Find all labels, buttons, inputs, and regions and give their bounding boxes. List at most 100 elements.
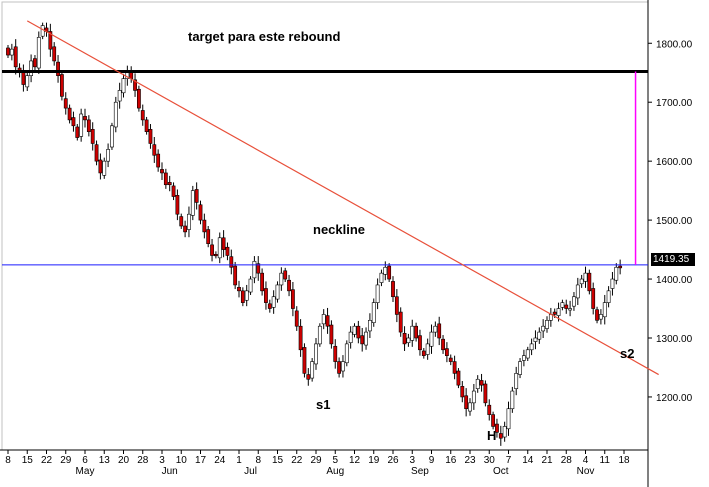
candle-body — [221, 237, 226, 250]
candle-body — [510, 390, 515, 410]
candle-body — [198, 204, 203, 221]
candle-body — [229, 256, 234, 268]
x-tick-label: 29 — [60, 455, 72, 466]
candle-body — [333, 345, 338, 362]
candle-body — [398, 311, 403, 333]
x-tick-label: 30 — [484, 455, 496, 466]
candle-body — [606, 290, 611, 303]
x-tick-label: 4 — [583, 455, 589, 466]
month-label: Oct — [493, 466, 509, 477]
candle-body — [13, 46, 18, 68]
candle-body — [402, 332, 407, 345]
candle-body — [418, 335, 422, 351]
x-tick-label: 1 — [236, 455, 242, 466]
x-tick-label: 19 — [368, 455, 380, 466]
candle-body — [160, 169, 164, 174]
candle-body — [325, 315, 330, 327]
candle-body — [475, 378, 480, 389]
candle-body — [360, 335, 365, 345]
candle-body — [225, 246, 230, 256]
candle-body — [248, 278, 253, 293]
candle-body — [556, 308, 561, 316]
candle-body — [529, 343, 534, 351]
candle-body — [310, 361, 315, 379]
candle-body — [483, 383, 488, 404]
candle-body — [190, 190, 195, 216]
candle-body — [348, 331, 353, 344]
month-label: Aug — [326, 466, 344, 477]
candle-body — [56, 61, 60, 76]
candle-body — [240, 290, 245, 303]
x-tick-label: 29 — [310, 455, 322, 466]
candle-body — [514, 373, 519, 389]
candle-body — [171, 185, 176, 197]
candle-body — [575, 284, 580, 299]
candle-body — [352, 325, 357, 335]
trendline — [26, 20, 659, 376]
candle-body — [460, 386, 465, 398]
candle-body — [444, 348, 449, 356]
candle-body — [406, 337, 411, 344]
candle-body — [375, 284, 380, 303]
x-tick-label: 15 — [272, 455, 284, 466]
x-tick-label: 28 — [561, 455, 573, 466]
candle-body — [237, 287, 241, 292]
x-tick-label: 24 — [214, 455, 226, 466]
candle-body — [583, 272, 588, 282]
x-tick-label: 13 — [99, 455, 111, 466]
x-tick-label: 7 — [506, 455, 512, 466]
candle-body — [495, 423, 499, 433]
x-tick-label: 12 — [349, 455, 361, 466]
candle-body — [175, 195, 180, 215]
candle-body — [29, 60, 34, 76]
candle-body — [383, 266, 388, 275]
candle-body — [437, 323, 442, 339]
candle-body — [210, 244, 214, 256]
candle-body — [502, 426, 507, 438]
month-label: Jul — [244, 466, 257, 477]
x-tick-label: 14 — [522, 455, 534, 466]
y-tick-label: 1400.00 — [656, 275, 693, 286]
candle-body — [233, 265, 238, 286]
candle-body — [298, 325, 303, 351]
x-tick-label: 9 — [429, 455, 435, 466]
candle-body — [260, 272, 265, 292]
candle-body — [429, 331, 434, 347]
candle-body — [36, 37, 41, 69]
candle-body — [579, 278, 584, 285]
candle-body — [33, 58, 37, 68]
x-tick-label: 15 — [22, 455, 34, 466]
candle-body — [52, 46, 57, 62]
candle-body — [464, 395, 469, 410]
candle-body — [183, 225, 188, 233]
candle-body — [337, 361, 342, 374]
candle-body — [21, 71, 26, 85]
candle-body — [618, 265, 623, 269]
candle-body — [121, 78, 126, 94]
candle-body — [537, 331, 542, 340]
candle-body — [194, 189, 199, 203]
candle-body — [471, 390, 476, 404]
candle-body — [163, 172, 168, 186]
candle-body — [290, 289, 295, 309]
candle-body — [387, 265, 392, 280]
candle-body — [63, 98, 68, 109]
candle-body — [456, 370, 461, 386]
candle-body — [468, 402, 472, 412]
candle-body — [552, 311, 557, 315]
candle-body — [425, 343, 430, 355]
candle-body — [487, 404, 492, 415]
y-tick-label: 1200.00 — [656, 393, 693, 404]
candle-body — [560, 302, 565, 308]
x-tick-label: 6 — [82, 455, 88, 466]
candle-body — [341, 361, 345, 372]
month-label: May — [76, 466, 95, 477]
candle-body — [317, 325, 322, 345]
candle-body — [148, 129, 153, 144]
x-tick-label: 26 — [387, 455, 399, 466]
candle-body — [287, 279, 291, 292]
candle-body — [279, 272, 284, 286]
candle-body — [367, 320, 372, 332]
candle-body — [140, 110, 145, 121]
